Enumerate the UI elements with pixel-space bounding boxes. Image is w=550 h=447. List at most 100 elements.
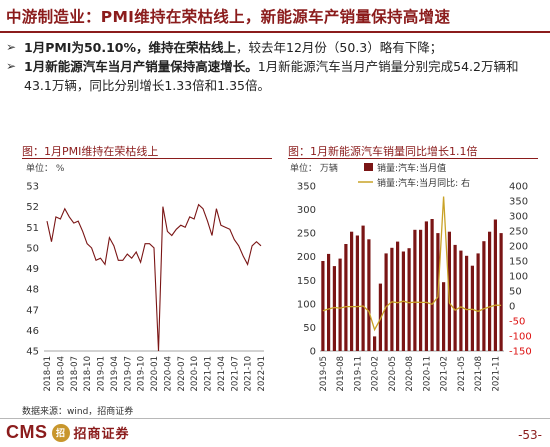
right-chart-title: 图：1月新能源汽车销量同比增长1.1倍 bbox=[288, 145, 478, 158]
bullet-text: 1月新能源汽车当月产销量保持高速增长。1月新能源汽车当月产销量分别完成54.2万… bbox=[24, 57, 546, 95]
sales-bar bbox=[378, 283, 382, 351]
y-tick-label: 48 bbox=[26, 285, 39, 296]
sales-bar bbox=[361, 225, 365, 351]
x-tick-label: 2021-05 bbox=[457, 356, 467, 392]
y-right-tick-label: 50 bbox=[509, 287, 522, 298]
y-right-tick-label: 250 bbox=[509, 227, 528, 238]
page-number: -53- bbox=[518, 428, 542, 442]
y-left-tick-label: 200 bbox=[297, 252, 316, 263]
bullet-text: 1月PMI为50.10%，维持在荣枯线上，较去年12月份（50.3）略有下降； bbox=[24, 38, 442, 57]
logo-text: CMS bbox=[6, 422, 48, 442]
y-left-tick-label: 50 bbox=[303, 323, 316, 334]
y-tick-label: 46 bbox=[26, 326, 39, 337]
sales-bar bbox=[499, 233, 503, 351]
bullet-rest: 1月新能源汽车当月产销量分别完成54.2万辆和43.1万辆，同比分别增长1.33… bbox=[24, 59, 519, 93]
y-right-tick-label: -150 bbox=[509, 347, 532, 358]
x-tick-label: 2021-01 bbox=[204, 356, 214, 392]
y-tick-label: 51 bbox=[26, 223, 39, 234]
x-tick-label: 2021-08 bbox=[474, 356, 484, 392]
sales-bar bbox=[344, 244, 348, 351]
sales-bar bbox=[373, 336, 377, 351]
y-tick-label: 49 bbox=[26, 264, 39, 275]
x-tick-label: 2019-08 bbox=[336, 356, 346, 392]
sales-bar bbox=[476, 253, 480, 351]
y-right-tick-label: -50 bbox=[509, 317, 525, 328]
y-tick-label: 45 bbox=[26, 347, 39, 358]
x-tick-label: 2019-04 bbox=[110, 356, 120, 392]
y-tick-label: 47 bbox=[26, 305, 39, 316]
y-right-tick-label: -100 bbox=[509, 332, 532, 343]
logo-cn: 招商证券 bbox=[73, 427, 130, 442]
sales-bar bbox=[465, 255, 469, 351]
x-tick-label: 2020-04 bbox=[163, 356, 173, 392]
y-right-tick-label: 0 bbox=[509, 302, 515, 313]
legend-line-label: 销量:汽车:当月同比: 右 bbox=[377, 177, 470, 189]
sales-bar bbox=[482, 241, 486, 351]
x-tick-label: 2020-02 bbox=[371, 356, 381, 392]
sales-bar bbox=[367, 239, 371, 351]
legend-bar-swatch bbox=[364, 163, 373, 171]
sales-bar bbox=[384, 253, 388, 351]
y-right-tick-label: 400 bbox=[509, 182, 528, 193]
x-tick-label: 2020-11 bbox=[422, 356, 432, 392]
x-tick-label: 2018-01 bbox=[43, 356, 53, 392]
x-tick-label: 2021-10 bbox=[244, 356, 254, 392]
sales-bar bbox=[424, 221, 428, 351]
footer-rule bbox=[0, 418, 550, 419]
sales-bar bbox=[332, 266, 336, 351]
sales-bar bbox=[419, 229, 423, 351]
pmi-line-chart: 单位： % 53 52 51 50 49 48 47 46 45 2018-01 2018-04 201… bbox=[26, 162, 267, 392]
x-tick-label: 2021-11 bbox=[491, 356, 501, 392]
y-right-tick-label: 300 bbox=[509, 212, 528, 223]
x-tick-label: 2019-11 bbox=[353, 356, 363, 392]
bullet-bold: 1月PMI为50.10%，维持在荣枯线上 bbox=[24, 40, 237, 55]
y-tick-label: 52 bbox=[26, 202, 39, 213]
y-left-tick-label: 300 bbox=[297, 205, 316, 216]
company-logo: CMS 招 招商证券 bbox=[6, 422, 130, 443]
bullet-item-pmi: ➢ 1月PMI为50.10%，维持在荣枯线上，较去年12月份（50.3）略有下降… bbox=[6, 38, 546, 57]
y-tick-label: 53 bbox=[26, 182, 39, 193]
sales-bar bbox=[430, 219, 434, 351]
bullet-item-nev: ➢ 1月新能源汽车当月产销量保持高速增长。1月新能源汽车当月产销量分别完成54.… bbox=[6, 57, 546, 95]
y-left-tick-label: 150 bbox=[297, 276, 316, 287]
y-left-tick-label: 0 bbox=[310, 347, 316, 358]
data-source: 数据来源：wind，招商证券 bbox=[22, 407, 134, 417]
x-tick-label: 2018-04 bbox=[56, 356, 66, 392]
arrow-bullet-icon: ➢ bbox=[6, 59, 17, 73]
left-chart-title: 图：1月PMI维持在荣枯线上 bbox=[22, 145, 159, 158]
yoy-series-line bbox=[322, 196, 502, 332]
legend-bar-label: 销量:汽车:当月值 bbox=[377, 162, 446, 174]
left-chart-title-rule bbox=[22, 158, 272, 159]
x-tick-label: 2020-05 bbox=[388, 356, 398, 392]
arrow-bullet-icon: ➢ bbox=[6, 40, 17, 54]
y-right-tick-label: 200 bbox=[509, 242, 528, 253]
sales-bar bbox=[350, 231, 354, 351]
sales-bar bbox=[321, 261, 325, 351]
x-tick-label: 2021-07 bbox=[230, 356, 240, 392]
left-chart-unit: 单位： % bbox=[26, 162, 65, 174]
bullet-bold: 1月新能源汽车当月产销量保持高速增长。 bbox=[24, 59, 258, 74]
x-tick-label: 2022-01 bbox=[257, 356, 267, 392]
right-chart-unit: 单位： 万辆 bbox=[290, 162, 338, 174]
x-tick-label: 2018-10 bbox=[83, 356, 93, 392]
bullet-list: ➢ 1月PMI为50.10%，维持在荣枯线上，较去年12月份（50.3）略有下降… bbox=[6, 38, 546, 95]
sales-bar bbox=[413, 229, 417, 351]
title-rule bbox=[0, 31, 550, 33]
sales-bar bbox=[442, 282, 446, 351]
x-tick-label: 2020-08 bbox=[405, 356, 415, 392]
x-tick-label: 2021-04 bbox=[217, 356, 227, 392]
sales-bar bbox=[493, 219, 497, 351]
sales-bar bbox=[453, 244, 457, 351]
bullet-rest: ，较去年12月份（50.3）略有下降； bbox=[236, 40, 443, 55]
x-tick-label: 2020-07 bbox=[177, 356, 187, 392]
y-left-tick-label: 350 bbox=[297, 182, 316, 193]
y-tick-label: 50 bbox=[26, 243, 39, 254]
x-tick-label: 2019-07 bbox=[123, 356, 133, 392]
x-tick-label: 2020-01 bbox=[150, 356, 160, 392]
y-right-tick-label: 100 bbox=[509, 272, 528, 283]
pmi-series-line bbox=[46, 203, 262, 352]
sales-bar bbox=[407, 248, 411, 351]
y-left-tick-label: 100 bbox=[297, 299, 316, 310]
sales-bar bbox=[355, 235, 359, 351]
